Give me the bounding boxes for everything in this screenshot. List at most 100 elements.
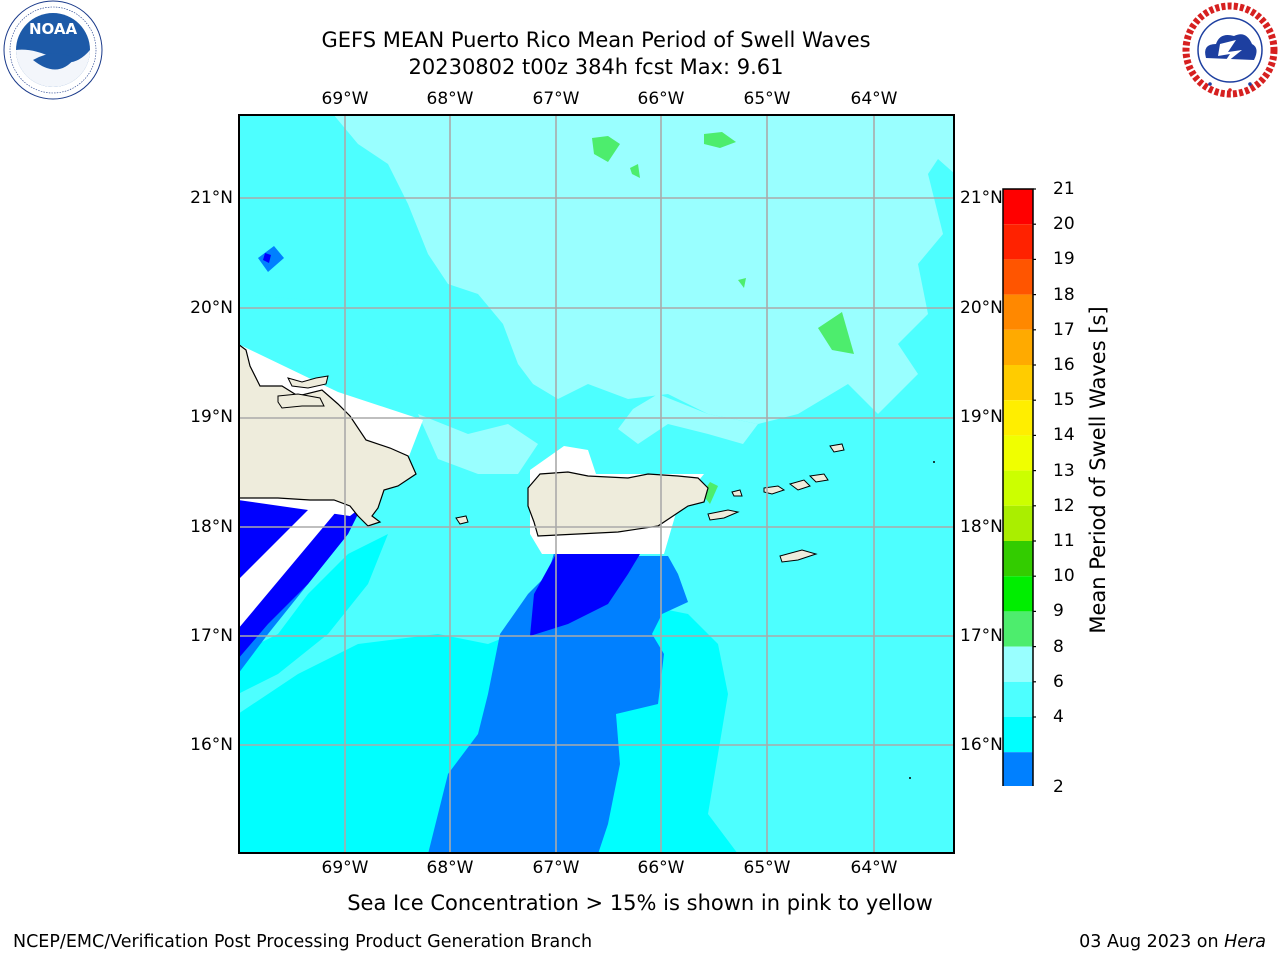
- colorbar-band-6: [1003, 400, 1033, 436]
- swell-zone-8-9-north: [333, 114, 955, 424]
- colorbar-tick-4: 4: [1053, 707, 1064, 727]
- colorbar-tick-11: 11: [1053, 531, 1075, 551]
- colorbar-tick-14: 14: [1053, 425, 1075, 446]
- land-hispaniola: [238, 343, 417, 527]
- lon-tick-top-1: 68°W: [426, 89, 474, 109]
- footer-branch: NCEP/EMC/Verification Post Processing Pr…: [13, 932, 593, 952]
- colorbar-tick-10: 10: [1053, 566, 1075, 587]
- lat-tick-right-3: 18°N: [960, 517, 1003, 537]
- below-range-spot-nw: [263, 253, 271, 263]
- land-puerto-rico: [527, 471, 709, 537]
- colorbar-tick-17: 17: [1053, 319, 1075, 340]
- lat-tick-right-2: 19°N: [960, 407, 1003, 427]
- lon-tick-top-0: 69°W: [321, 89, 369, 109]
- swell-zone-9-10-b: [704, 132, 736, 148]
- colorbar-band-3: [1003, 294, 1033, 330]
- lat-tick-left-2: 19°N: [190, 407, 233, 427]
- land-tortola: [808, 473, 829, 483]
- swell-zone-8-9-west: [418, 414, 538, 474]
- colorbar-band-14: [1003, 681, 1033, 717]
- map-frame: [238, 114, 955, 854]
- colorbar-band-7: [1003, 435, 1033, 471]
- swell-zone-2-4-spot: [528, 770, 542, 782]
- footer-host: Hera: [1224, 932, 1266, 952]
- land-vieques: [707, 509, 740, 521]
- colorbar-frame: [1002, 188, 1034, 786]
- swell-zone-6-8-west: [238, 294, 398, 384]
- footer-date-text: 03 Aug 2023 on: [1079, 932, 1225, 952]
- land-st-croix: [779, 549, 818, 563]
- noaa-logo-text: NOAA: [29, 20, 78, 38]
- lon-tick-bottom-0: 69°W: [321, 858, 369, 878]
- swell-zone-9-10-a: [592, 136, 620, 162]
- lon-tick-top-5: 64°W: [850, 89, 898, 109]
- lat-tick-left-1: 20°N: [190, 298, 233, 318]
- lon-tick-bottom-1: 68°W: [426, 858, 474, 878]
- swell-zone-8-9-east: [618, 394, 758, 444]
- lat-tick-left-3: 18°N: [190, 517, 233, 537]
- colorbar-graphic: [1002, 188, 1036, 786]
- mask-stripe-sw: [238, 500, 346, 629]
- lat-tick-right-5: 16°N: [960, 735, 1003, 755]
- land-st-john: [788, 479, 811, 491]
- land-islet-b: [287, 375, 329, 389]
- colorbar-tick-8: 8: [1053, 636, 1064, 657]
- colorbar-band-5: [1003, 365, 1033, 401]
- land-st-thomas: [763, 485, 786, 495]
- lat-tick-left-0: 21°N: [190, 188, 233, 208]
- lon-tick-bottom-3: 66°W: [637, 858, 685, 878]
- nws-logo: [1180, 0, 1280, 100]
- colorbar-tick-21: 21: [1053, 179, 1075, 199]
- land-culebra: [731, 489, 743, 497]
- colorbar-band-13: [1003, 646, 1033, 682]
- land-mona: [455, 515, 469, 525]
- colorbar-tick-6: 6: [1053, 671, 1064, 692]
- colorbar-tick-13: 13: [1053, 460, 1075, 481]
- lon-tick-top-4: 65°W: [743, 89, 791, 109]
- colorbar-band-4: [1003, 329, 1033, 365]
- swell-zone-9-10-c: [630, 164, 640, 178]
- colorbar-band-12: [1003, 611, 1033, 647]
- lat-tick-left-4: 17°N: [190, 626, 233, 646]
- colorbar-tick-18: 18: [1053, 284, 1075, 305]
- swell-zone-9-10-e: [818, 312, 854, 354]
- map-plot: [238, 114, 955, 854]
- colorbar-band-1: [1003, 224, 1033, 260]
- swell-zone-2-4-central: [428, 534, 688, 854]
- land-anegada: [829, 443, 845, 453]
- colorbar-band-8: [1003, 470, 1033, 506]
- colorbar-band-0: [1003, 189, 1033, 225]
- lat-tick-right-1: 20°N: [960, 298, 1003, 318]
- swell-zone-9-10-f: [702, 482, 718, 504]
- colorbar-tick-16: 16: [1053, 355, 1075, 375]
- colorbar-band-16: [1003, 752, 1033, 786]
- lon-tick-bottom-4: 65°W: [743, 858, 791, 878]
- colorbar-tick-15: 15: [1053, 390, 1075, 411]
- lat-tick-right-4: 17°N: [960, 626, 1003, 646]
- colorbar-band-9: [1003, 505, 1033, 541]
- colorbar: [1000, 186, 1036, 786]
- lon-tick-top-3: 66°W: [637, 89, 685, 109]
- lon-tick-bottom-5: 64°W: [850, 858, 898, 878]
- land-islet-a: [277, 393, 325, 409]
- colorbar-band-10: [1003, 541, 1033, 577]
- colorbar-label: Mean Period of Swell Waves [s]: [1086, 306, 1110, 634]
- colorbar-tick-20: 20: [1053, 214, 1075, 235]
- swell-spot-nw: [258, 246, 284, 272]
- colorbar-tick-12: 12: [1053, 495, 1075, 516]
- footer-date: 03 Aug 2023 on Hera: [1079, 932, 1266, 952]
- below-range-zone-pr: [530, 554, 640, 636]
- colorbar-band-2: [1003, 259, 1033, 295]
- colorbar-tick-2: 2: [1053, 777, 1064, 798]
- swell-zone-9-10-d: [738, 278, 746, 288]
- colorbar-tick-19: 19: [1053, 249, 1075, 270]
- lon-tick-top-2: 67°W: [532, 89, 580, 109]
- swell-zone-4-6-sw: [238, 534, 388, 694]
- chart-subtitle: 20230802 t00z 384h fcst Max: 9.61: [408, 55, 784, 79]
- lat-tick-left-5: 16°N: [190, 735, 233, 755]
- lat-tick-right-0: 21°N: [960, 188, 1003, 208]
- colorbar-tick-9: 9: [1053, 601, 1064, 622]
- colorbar-band-11: [1003, 576, 1033, 612]
- graticule: [238, 114, 955, 854]
- colorbar-band-15: [1003, 717, 1033, 753]
